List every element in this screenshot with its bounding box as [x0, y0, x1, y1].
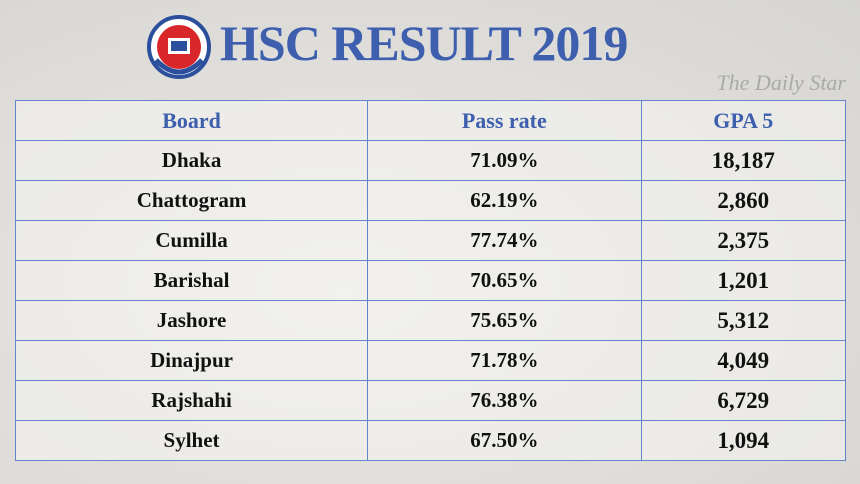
results-table: Board Pass rate GPA 5 Dhaka 71.09% 18,187 Cha…: [14, 100, 847, 461]
title: HSC RESULT 2019: [220, 15, 628, 71]
watermark: The Daily Star: [716, 70, 846, 95]
table-cell: 71.78%: [367, 340, 642, 381]
table-row: Dhaka 71.09% 18,187: [14, 140, 847, 181]
table-row: Dinajpur 71.78% 4,049: [14, 340, 847, 381]
table-row: Barishal 70.65% 1,201: [14, 260, 847, 301]
table-cell: Rajshahi: [14, 380, 369, 421]
table-row: Sylhet 67.50% 1,094: [14, 420, 847, 461]
table-cell: 2,375: [640, 220, 847, 261]
column-header: Pass rate: [367, 100, 642, 141]
table-cell: 2,860: [640, 180, 847, 221]
table-cell: 6,729: [640, 380, 847, 421]
table-cell: 70.65%: [367, 260, 642, 301]
table-cell: 76.38%: [367, 380, 642, 421]
table-cell: 71.09%: [367, 140, 642, 181]
table-cell: 1,094: [640, 420, 847, 461]
table-cell: Cumilla: [14, 220, 369, 261]
column-header: Board: [14, 100, 369, 141]
table-cell: 77.74%: [367, 220, 642, 261]
header-row: Board Pass rate GPA 5: [14, 100, 847, 141]
table-cell: 18,187: [640, 140, 847, 181]
table-row: Chattogram 62.19% 2,860: [14, 180, 847, 221]
table-row: Jashore 75.65% 5,312: [14, 300, 847, 341]
table-cell: 75.65%: [367, 300, 642, 341]
table-cell: 5,312: [640, 300, 847, 341]
table-cell: 67.50%: [367, 420, 642, 461]
column-header: GPA 5: [640, 100, 847, 141]
table-cell: Barishal: [14, 260, 369, 301]
table-row: Rajshahi 76.38% 6,729: [14, 380, 847, 421]
table-cell: 4,049: [640, 340, 847, 381]
table-cell: 62.19%: [367, 180, 642, 221]
table-cell: 1,201: [640, 260, 847, 301]
logo: [147, 15, 211, 79]
table-row: Cumilla 77.74% 2,375: [14, 220, 847, 261]
table-cell: Sylhet: [14, 420, 369, 461]
table-cell: Dhaka: [14, 140, 369, 181]
table-cell: Dinajpur: [14, 340, 369, 381]
table-cell: Jashore: [14, 300, 369, 341]
table-cell: Chattogram: [14, 180, 369, 221]
